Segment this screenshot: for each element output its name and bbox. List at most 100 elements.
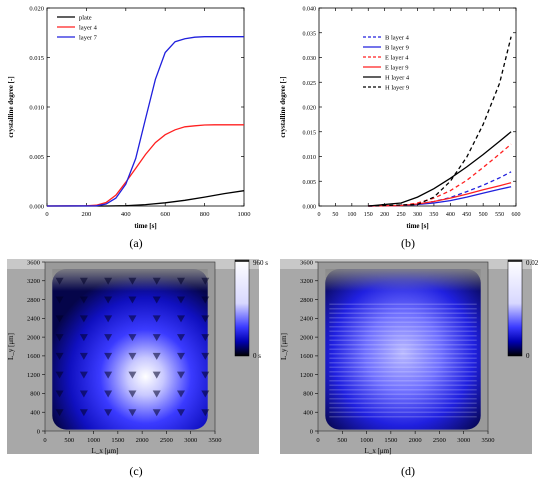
y-tick-label: 0.005: [29, 154, 44, 161]
layer-marker: [152, 334, 161, 342]
y-tick-label: 3200: [27, 278, 40, 285]
layer-marker: [128, 390, 137, 398]
layer-marker: [177, 296, 185, 304]
legend-entry: B layer 9: [385, 45, 409, 52]
x-tick-label: 500: [64, 437, 74, 444]
chart-a: 0 200 400 600 800 1000 0.000 0.005 0.010 0.015 0.0…: [7, 6, 251, 231]
y-tick-label: 2800: [27, 297, 40, 304]
y-tick-label: 2800: [300, 297, 313, 304]
panel-label-b: (b): [401, 236, 415, 250]
layer-marker: [55, 352, 64, 360]
x-tick-label: 3500: [209, 437, 222, 444]
layer-marker: [152, 371, 161, 379]
chart-b: 0 50 100 150 200 250 300 350 400 450 500 550 600 0.00…: [279, 7, 521, 231]
y-tick-label: 0.015: [29, 55, 44, 62]
x-tick-label: 1500: [111, 437, 124, 444]
x-tick-label: 200: [82, 211, 92, 218]
colorbar-min-label: 0: [526, 352, 530, 360]
layer-marker: [177, 409, 185, 417]
y-tick-label: 2000: [300, 334, 313, 341]
series-line-layer-4: [46, 124, 244, 207]
x-tick-label: 100: [347, 212, 356, 218]
x-tick-label: 3000: [457, 437, 470, 444]
layer-marker: [177, 315, 185, 323]
layer-marker: [79, 390, 88, 398]
layer-marker: [55, 390, 64, 398]
heat-field: [325, 269, 481, 430]
y-tick-label: 0.010: [303, 155, 317, 161]
layer-marker: [79, 296, 88, 304]
layer-marker: [201, 371, 210, 379]
x-tick-label: 0: [45, 211, 48, 218]
layer-marker: [55, 296, 64, 304]
x-tick-label: 0: [316, 437, 319, 444]
layer-marker: [128, 296, 137, 304]
layer-marker: [201, 277, 210, 285]
heat-top-fade: [325, 269, 481, 292]
x-tick-label: 500: [479, 212, 488, 218]
plot-frame: [318, 7, 517, 207]
map-plot-frame: [44, 261, 216, 432]
panel-label-a: (a): [129, 236, 142, 250]
y-tick-label: 0.020: [29, 6, 44, 13]
series-line-H-layer-4: [368, 131, 512, 207]
y-axis-label: crystalline degree [-]: [7, 76, 15, 137]
layer-marker: [104, 315, 113, 323]
layer-marker: [201, 409, 210, 417]
y-axis-label: L_y [μm]: [7, 333, 15, 360]
legend-entry: H layer 4: [385, 75, 410, 82]
x-tick-label: 200: [380, 212, 389, 218]
x-tick-label: 0: [43, 437, 46, 444]
layer-marker: [104, 334, 113, 342]
x-tick-label: 0: [318, 212, 321, 218]
plot-frame: [46, 7, 245, 207]
layer-marker: [128, 409, 137, 417]
x-tick-label: 1500: [384, 437, 397, 444]
y-tick-label: 0.040: [303, 7, 317, 13]
layer-marker: [152, 315, 161, 323]
x-axis-label: L_x [μm]: [365, 447, 392, 455]
y-tick-label: 2400: [27, 316, 40, 323]
y-tick-label: 0.005: [303, 180, 317, 186]
layer-marker: [104, 371, 113, 379]
y-tick-label: 1200: [27, 372, 40, 379]
x-tick-label: 50: [332, 212, 338, 218]
layer-marker: [152, 296, 161, 304]
layer-marker: [79, 371, 88, 379]
y-tick-label: 2400: [300, 316, 313, 323]
x-tick-label: 450: [462, 212, 471, 218]
y-tick-label: 3200: [300, 278, 313, 285]
y-tick-label: 800: [303, 391, 313, 398]
layer-marker: [79, 277, 88, 285]
layer-marker: [201, 334, 210, 342]
y-tick-label: 0.015: [303, 130, 317, 136]
legend-entry: layer 4: [79, 25, 98, 32]
series-line-H-layer-9: [368, 36, 512, 207]
layer-marker: [128, 277, 137, 285]
series-line-plate: [47, 190, 245, 207]
x-tick-label: 800: [200, 211, 210, 218]
layer-marker: [201, 296, 210, 304]
x-tick-label: 2500: [433, 437, 446, 444]
layer-marker: [177, 390, 185, 398]
layer-marker: [79, 352, 88, 360]
layer-marker: [104, 409, 113, 417]
y-tick-label: 1600: [300, 353, 313, 360]
layer-marker: [177, 352, 185, 360]
y-axis-label: L_y [μm]: [280, 333, 288, 360]
y-tick-label: 2000: [27, 334, 40, 341]
layer-marker: [128, 334, 137, 342]
layer-marker: [128, 352, 137, 360]
layer-marker: [177, 277, 185, 285]
layer-marker: [104, 296, 113, 304]
layer-marker: [152, 409, 161, 417]
legend-entry: plate: [79, 15, 92, 22]
x-tick-label: 150: [364, 212, 373, 218]
y-tick-label: 3600: [27, 259, 40, 266]
y-tick-label: 0.000: [29, 204, 44, 211]
map-plot-frame: [317, 261, 489, 432]
layer-marker: [55, 371, 64, 379]
y-tick-label: 800: [30, 391, 40, 398]
y-tick-label: 3600: [300, 259, 313, 266]
